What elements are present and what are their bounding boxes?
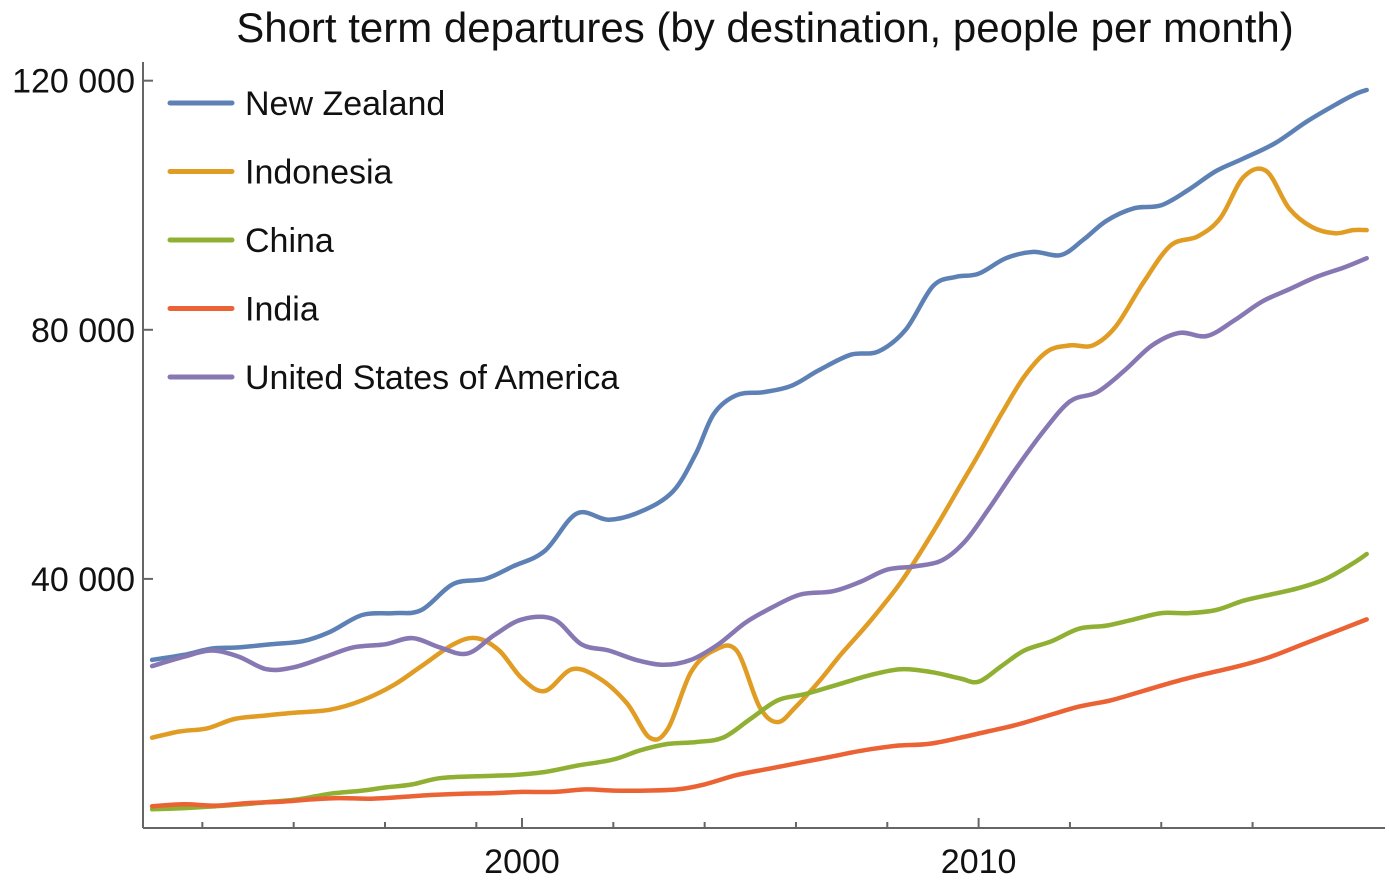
- y-tick-label: 40 000: [31, 561, 135, 599]
- legend-label-united-states-of-america: United States of America: [245, 359, 619, 397]
- series-group: [149, 87, 1369, 812]
- legend-label-china: China: [245, 222, 334, 260]
- series-line-indonesia: [149, 166, 1369, 742]
- x-tick-label: 2000: [484, 843, 560, 881]
- series-line-india: [149, 617, 1369, 809]
- series-line-new-zealand: [149, 87, 1369, 663]
- x-tick-label: 2010: [941, 843, 1017, 881]
- y-tick-label: 80 000: [31, 312, 135, 350]
- series-line-china: [149, 551, 1369, 812]
- legend-label-new-zealand: New Zealand: [245, 85, 445, 123]
- legend-label-india: India: [245, 291, 319, 329]
- y-tick-label: 120 000: [12, 63, 135, 101]
- legend: New Zealand Indonesia China India United Sta…: [167, 85, 619, 397]
- legend-label-indonesia: Indonesia: [245, 154, 393, 192]
- chart-title: Short term departures (by destination, p…: [236, 4, 1294, 51]
- axes: 2000 2010 40 000 80 000 120 000: [12, 62, 1385, 881]
- series-line-united-states-of-america: [149, 255, 1369, 673]
